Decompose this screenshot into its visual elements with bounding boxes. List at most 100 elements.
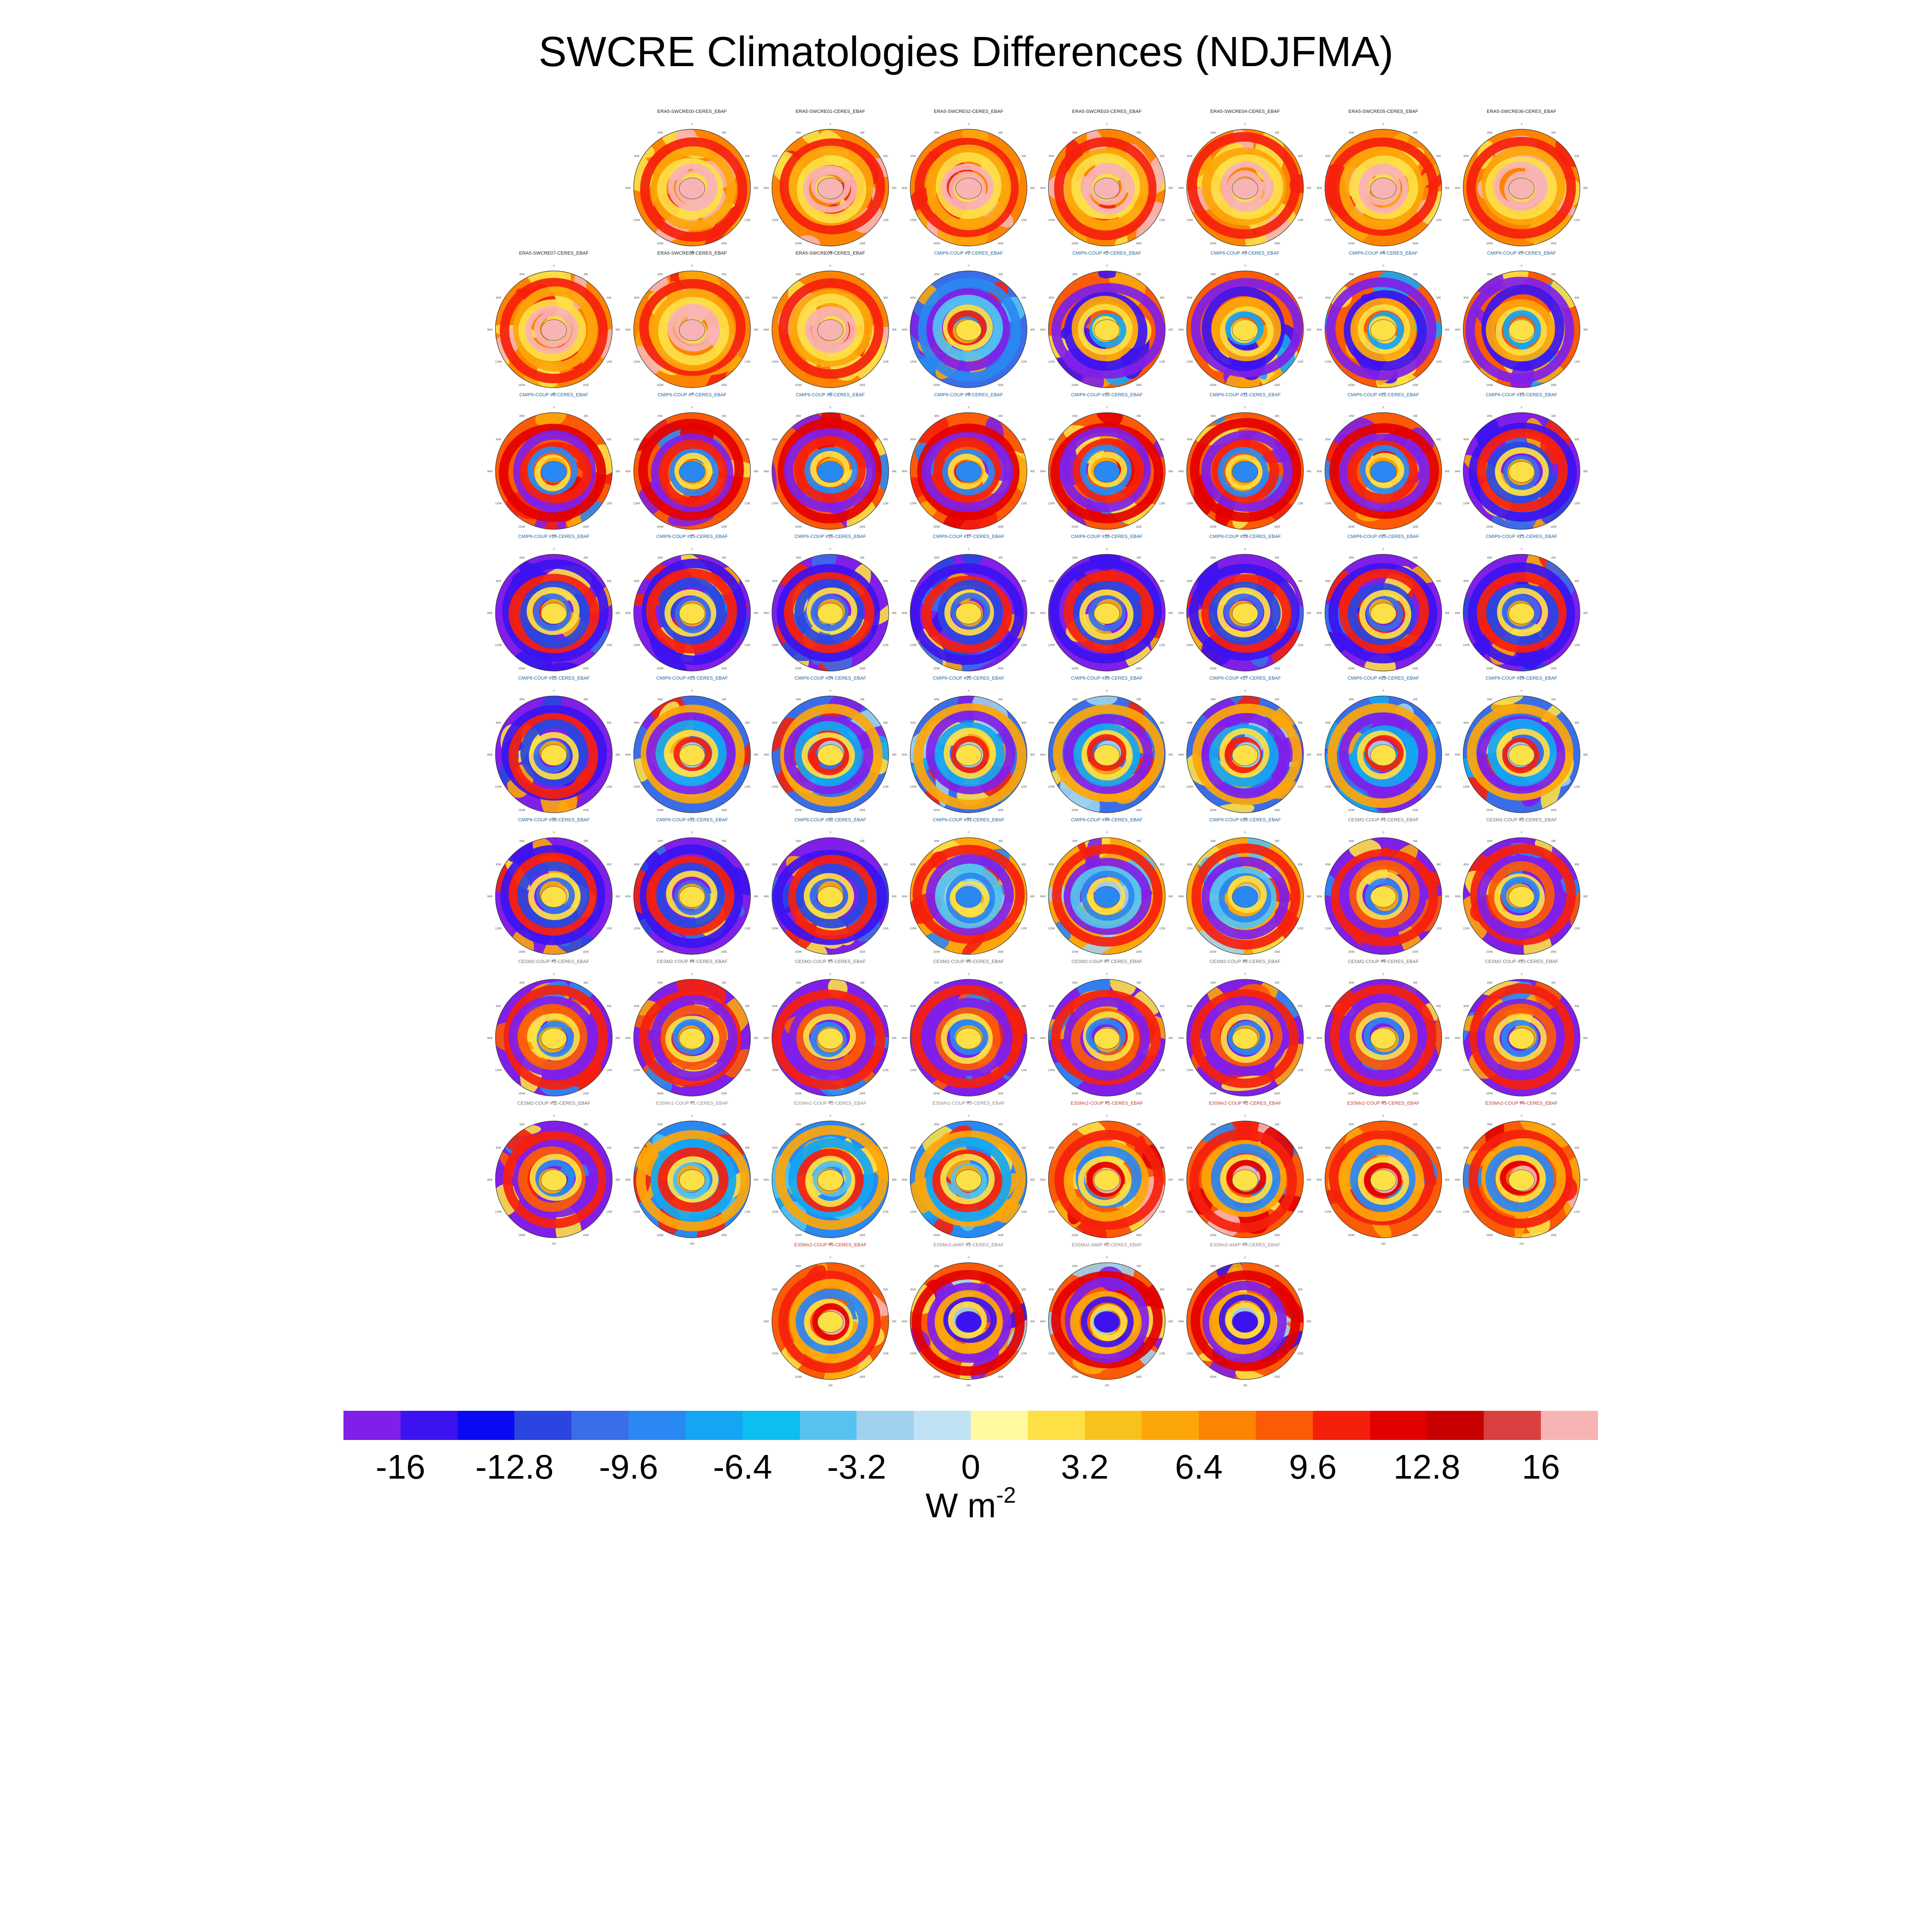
longitude-label: 90E (754, 471, 759, 473)
map-panel: 0 30E 60E 90E 120E 150E 180 150W 120W 90W 60W 30W CM… (626, 534, 759, 679)
longitude-label: 120E (1574, 1211, 1580, 1214)
longitude-label: 150E (1412, 1093, 1418, 1095)
longitude-label: 120E (1297, 219, 1303, 222)
longitude-label: 0 (1244, 548, 1246, 551)
longitude-label: 90E (754, 1037, 759, 1040)
longitude-label: 90E (892, 612, 897, 615)
longitude-label: 120E (1436, 219, 1442, 222)
longitude-label: 30W (796, 1124, 801, 1126)
panel-title: CESM2-COUP #1-CERES_EBAF (1348, 817, 1419, 823)
map-border (1324, 129, 1442, 246)
longitude-label: 120W (633, 644, 640, 647)
longitude-label: 60E (1022, 1147, 1027, 1150)
map-field (495, 1121, 612, 1238)
longitude-label: 180 (690, 393, 695, 395)
longitude-label: 60E (1298, 1147, 1303, 1150)
map-field (772, 979, 889, 1096)
map-panel: 0 30E 60E 90E 120E 150E 180 150W 120W 90W 60W 30W CM… (1317, 251, 1450, 395)
panel-title: E3SMv2-COUP #5-CERES_EBAF (794, 1242, 867, 1248)
longitude-label: 120W (633, 219, 640, 222)
units-exponent: -2 (996, 1483, 1016, 1508)
longitude-label: 150W (657, 243, 664, 245)
longitude-label: 30E (1413, 1124, 1418, 1126)
longitude-label: 0 (968, 123, 969, 126)
longitude-label: 150W (1348, 809, 1355, 812)
longitude-label: 150W (1072, 243, 1078, 245)
longitude-label: 90E (1169, 329, 1173, 331)
longitude-label: 60E (1160, 1005, 1165, 1008)
longitude-label: 150E (1136, 243, 1142, 245)
map-panel: 0 30E 60E 90E 120E 150E 180 150W 120W 90W 60W 30W CM… (764, 676, 897, 820)
map-panel: 0 30E 60E 90E 120E 150E 180 150W 120W 90W 60W 30W CM… (1179, 251, 1312, 395)
longitude-label: 60W (1464, 155, 1469, 158)
longitude-label: 30E (583, 840, 588, 843)
longitude-label: 90E (1307, 612, 1312, 615)
longitude-label: 0 (829, 1257, 831, 1259)
panel-title: ERA5-SWCRE07-CERES_EBAF (519, 251, 589, 256)
map-panel: 0 30E 60E 90E 120E 150E 180 150W 120W 90W 60W 30W CM… (1179, 534, 1312, 679)
longitude-label: 60W (1464, 297, 1469, 300)
longitude-label: 90E (1445, 1179, 1450, 1182)
longitude-label: 150E (997, 809, 1003, 812)
map-panel: 0 30E 60E 90E 120E 150E 180 150W 120W 90W 60W 30W CE… (1317, 959, 1450, 1104)
longitude-label: 60E (884, 1147, 888, 1150)
panel-title: CMIP6-COUP #33-CERES_EBAF (933, 817, 1005, 823)
longitude-label: 180 (1243, 676, 1248, 679)
map-field (1048, 413, 1165, 529)
longitude-label: 30E (860, 1124, 865, 1126)
longitude-label: 180 (552, 818, 556, 820)
map-panel: 0 30E 60E 90E 120E 150E 180 150W 120W 90W 60W 30W E3… (1317, 1101, 1450, 1245)
map-field (495, 838, 612, 954)
longitude-label: 180 (1243, 1385, 1248, 1387)
panel-title: CESM2-COUP #3-CERES_EBAF (519, 959, 589, 964)
colorbar-segment (514, 1411, 572, 1440)
longitude-label: 0 (1521, 548, 1522, 551)
longitude-label: 30W (1210, 557, 1216, 559)
longitude-label: 150E (1274, 951, 1280, 954)
longitude-label: 0 (968, 1257, 969, 1259)
panel-title: CMIP6-COUP #25-CERES_EBAF (933, 676, 1005, 681)
panel-title: CMIP6-COUP #13-CERES_EBAF (1486, 392, 1558, 398)
longitude-label: 150E (1412, 951, 1418, 954)
longitude-label: 150E (1412, 243, 1418, 245)
longitude-label: 120W (1048, 1069, 1055, 1072)
panel-title: ERA5-SWCRE02-CERES_EBAF (934, 109, 1003, 114)
longitude-label: 60W (1325, 155, 1331, 158)
longitude-label: 30W (934, 982, 939, 984)
longitude-label: 150W (795, 1234, 802, 1237)
longitude-label: 90E (1445, 471, 1450, 473)
longitude-label: 150E (1550, 951, 1556, 954)
longitude-label: 90W (1040, 471, 1046, 473)
longitude-label: 0 (691, 973, 693, 976)
longitude-label: 120E (1297, 1069, 1303, 1072)
longitude-label: 150E (1136, 809, 1142, 812)
longitude-label: 30E (722, 982, 726, 984)
longitude-label: 30E (1275, 557, 1279, 559)
longitude-label: 120W (1463, 1211, 1470, 1214)
longitude-label: 150W (1072, 1376, 1078, 1379)
longitude-label: 150E (1550, 809, 1556, 812)
colorbar-tick-label: 12.8 (1393, 1448, 1461, 1486)
map-panel: 0 30E 60E 90E 120E 150E 180 150W 120W 90W 60W 30W CM… (626, 676, 759, 820)
map-field (1325, 413, 1442, 529)
longitude-label: 60E (884, 722, 888, 725)
longitude-label: 60E (1022, 864, 1027, 866)
longitude-label: 30E (1551, 982, 1556, 984)
map-border (495, 979, 613, 1097)
longitude-label: 60W (634, 439, 640, 441)
longitude-label: 60W (634, 580, 640, 583)
longitude-label: 180 (828, 251, 833, 254)
longitude-label: 60W (911, 864, 916, 866)
longitude-label: 30W (796, 557, 801, 559)
longitude-label: 90E (892, 187, 897, 190)
longitude-label: 180 (1243, 1243, 1248, 1245)
longitude-label: 150E (1136, 1376, 1142, 1379)
longitude-label: 180 (1519, 676, 1524, 679)
panel-title: ERA5-SWCRE09-CERES_EBAF (796, 251, 865, 256)
longitude-label: 120E (1159, 786, 1165, 789)
longitude-label: 60E (1437, 155, 1441, 158)
longitude-label: 60W (1187, 864, 1193, 866)
longitude-label: 120E (1574, 503, 1580, 505)
panel-title: ERA5-SWCRE08-CERES_EBAF (657, 251, 727, 256)
map-panel: 0 30E 60E 90E 120E 150E 180 150W 120W 90W 60W 30W CM… (1040, 534, 1173, 679)
